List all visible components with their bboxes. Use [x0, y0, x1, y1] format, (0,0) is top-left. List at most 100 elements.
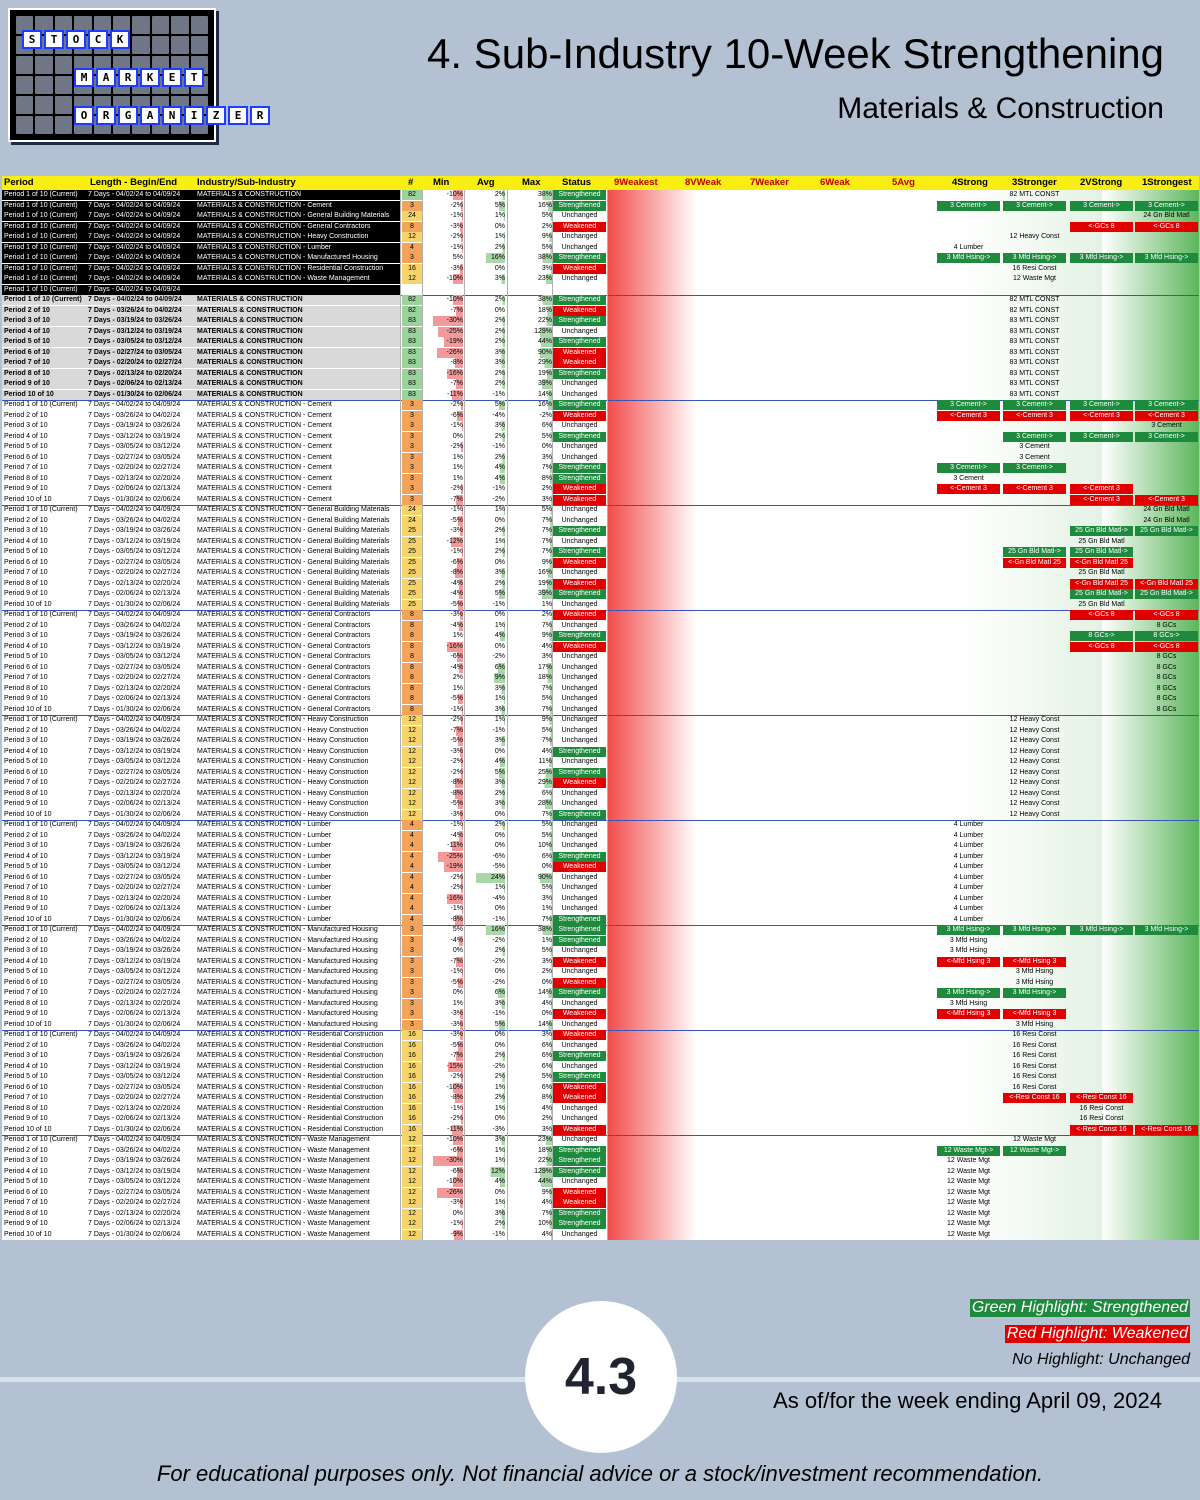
strength-cell: 3 Cement-> [1070, 200, 1133, 211]
count-cell: 12 [402, 1229, 422, 1240]
period-cell: Period 5 of 10 [4, 1178, 48, 1185]
avg-cell: 0% [494, 558, 505, 566]
industry-cell: MATERIALS & CONSTRUCTION - Manufactured … [197, 999, 378, 1007]
max-cell: 38% [508, 295, 552, 306]
strength-cell [698, 537, 706, 547]
status-badge: Strengthened [553, 253, 606, 264]
strength-cell [698, 190, 706, 200]
strength-cell [898, 358, 906, 368]
avg-cell: 3% [465, 998, 505, 1009]
strength-cell [626, 442, 634, 452]
strength-cell [766, 946, 774, 956]
max-cell: 5% [508, 505, 552, 516]
strength-cell [898, 316, 906, 326]
status-badge: Unchanged [561, 212, 598, 219]
period-cell: Period 8 of 10 [4, 579, 48, 587]
status-badge: Weakened [553, 641, 606, 652]
strength-cell [766, 747, 774, 757]
strength-cell: 83 MTL CONST [1009, 359, 1060, 366]
strength-cell [834, 211, 842, 221]
strength-cell [766, 453, 774, 463]
table-row: Period 1 of 10 (Current) 7 Days - 04/02/2… [2, 200, 1199, 211]
logo-letter: O [66, 30, 86, 49]
strength-cell [766, 957, 774, 967]
strength-cell [1003, 652, 1066, 662]
strength-cell [698, 967, 706, 977]
status-badge: Strengthened [553, 935, 606, 946]
strength-cell [698, 264, 706, 274]
table-row: Period 2 of 10 7 Days - 03/26/24 to 04/02… [2, 410, 1199, 421]
strength-cell [626, 852, 634, 862]
industry-cell: MATERIALS & CONSTRUCTION - Heavy Constru… [197, 716, 369, 723]
strength-cell [1003, 705, 1066, 715]
industry-cell: MATERIALS & CONSTRUCTION - Waste Managem… [197, 1178, 370, 1185]
strength-cell: <-Mfd Hsing 3 [1003, 956, 1066, 967]
strength-cell [898, 1156, 906, 1166]
industry-cell: MATERIALS & CONSTRUCTION - Heavy Constru… [197, 810, 369, 818]
strength-cell [766, 463, 774, 473]
table-row: Period 2 of 10 7 Days - 03/26/24 to 04/02… [2, 830, 1199, 841]
strength-cell [834, 904, 842, 914]
table-row: Period 5 of 10 7 Days - 03/05/24 to 03/12… [2, 442, 1199, 453]
strength-cell [1135, 264, 1198, 274]
strength-cell [898, 610, 906, 620]
avg-cell: 2% [465, 295, 505, 306]
count-cell: 3 [402, 956, 422, 967]
avg-cell: -2% [492, 978, 505, 986]
industry-cell: MATERIALS & CONSTRUCTION - Residential C… [197, 1083, 384, 1091]
strength-cell [834, 495, 842, 505]
period-cell: Period 3 of 10 [4, 947, 48, 954]
strength-cell [1135, 285, 1198, 295]
column-divider [507, 190, 508, 1240]
strength-cell [1070, 1072, 1133, 1082]
length-cell: 7 Days - 02/13/24 to 02/20/24 [88, 789, 181, 797]
strength-cell [937, 705, 1000, 715]
strength-cell [626, 799, 634, 809]
length-cell: 7 Days - 03/26/24 to 04/02/24 [88, 936, 181, 944]
strength-cell [1135, 736, 1198, 746]
strength-cell [834, 946, 842, 956]
strength-cell [766, 306, 774, 316]
strength-cell [1070, 516, 1133, 526]
industry-cell: MATERIALS & CONSTRUCTION - Manufactured … [197, 926, 378, 933]
industry-cell: MATERIALS & CONSTRUCTION - General Contr… [197, 705, 371, 713]
strength-cell [626, 957, 634, 967]
status-badge: Unchanged [561, 1230, 598, 1238]
length-cell: 7 Days - 02/27/24 to 03/05/24 [88, 558, 181, 566]
avg-cell: 3% [465, 421, 505, 432]
strength-cell [834, 285, 842, 295]
strength-cell [1003, 474, 1066, 484]
strength-cell: 4 Lumber [953, 852, 984, 860]
strength-cell [1070, 778, 1133, 788]
count-cell: 4 [402, 242, 422, 253]
table-row: Period 3 of 10 7 Days - 03/19/24 to 03/26… [2, 841, 1199, 852]
strength-cell [626, 285, 634, 295]
count-cell: 4 [402, 893, 422, 904]
strength-cell [1135, 558, 1198, 568]
strength-cell [1070, 232, 1133, 242]
strength-cell [898, 841, 906, 851]
strength-cell [766, 967, 774, 977]
table-row: Period 6 of 10 7 Days - 02/27/24 to 03/05… [2, 452, 1199, 463]
strength-cell [834, 715, 842, 725]
industry-cell: MATERIALS & CONSTRUCTION - Manufactured … [197, 978, 378, 986]
max-cell: 3% [508, 893, 552, 904]
strength-cell [834, 1188, 842, 1198]
column-header: 1Strongest [1142, 177, 1192, 188]
status-badge: Weakened [553, 1030, 606, 1041]
logo-letter: R [96, 106, 116, 125]
status-badge: Unchanged [561, 380, 598, 387]
avg-cell: -1% [492, 485, 505, 492]
status-badge: Unchanged [561, 894, 598, 902]
period-cell: Period 9 of 10 [4, 695, 48, 702]
min-cell: -8% [423, 1093, 463, 1104]
period-cell: Period 1 of 10 (Current) [4, 401, 78, 408]
strength-cell [626, 862, 634, 872]
length-cell: 7 Days - 03/12/24 to 03/19/24 [88, 852, 181, 860]
avg-cell: 5% [465, 589, 505, 600]
strength-cell [937, 432, 1000, 442]
strength-cell [898, 1230, 906, 1240]
count-cell: 3 [402, 253, 422, 264]
table-row: Period 6 of 10 7 Days - 02/27/24 to 03/05… [2, 662, 1199, 673]
